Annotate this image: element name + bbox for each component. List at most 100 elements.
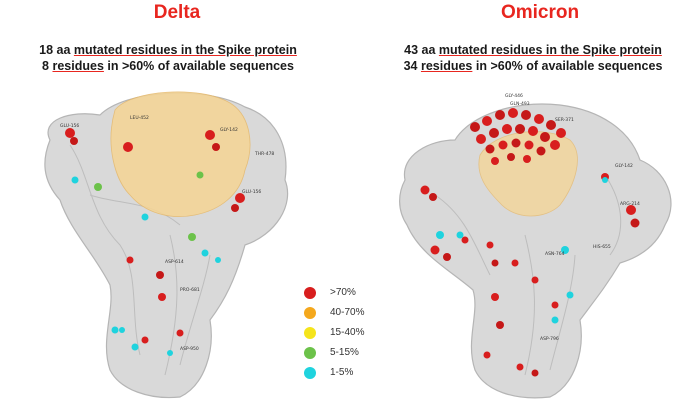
omicron-residue <box>524 140 534 150</box>
omicron-residue-label: SER-371 <box>555 117 574 123</box>
omicron-residue-label: GLN-493 <box>510 101 530 107</box>
omicron-residue <box>485 144 495 154</box>
delta-residue <box>215 257 221 263</box>
delta-residue-label: GLU-156 <box>242 189 261 195</box>
omicron-mutation-count: 43 aa <box>404 43 436 57</box>
omicron-residue <box>536 146 546 156</box>
omicron-residue-label: GLY-446 <box>505 93 523 99</box>
omicron-line-2: 34 residues in >60% of available sequenc… <box>388 58 678 74</box>
delta-residue <box>158 293 166 301</box>
delta-spike-structure: GLU-156 GLY-142 THR-478 GLU-156 LEU-452 … <box>44 91 289 399</box>
omicron-residue <box>482 116 492 126</box>
delta-residue <box>235 193 245 203</box>
delta-title: Delta <box>153 2 201 23</box>
omicron-residue <box>551 316 559 324</box>
legend-item: 5-15% <box>304 345 394 363</box>
delta-residues-word: residues <box>52 59 104 73</box>
delta-mutation-text: mutated residues in the Spike protein <box>73 43 297 57</box>
omicron-residue <box>443 253 451 261</box>
delta-residue-label: THR-478 <box>254 151 274 157</box>
delta-line-2: 8 residues in >60% of available sequence… <box>18 58 318 74</box>
omicron-residue <box>491 259 499 267</box>
omicron-residue <box>483 351 491 359</box>
delta-residue-rest: in >60% of available sequences <box>107 59 294 73</box>
omicron-residue <box>436 231 444 239</box>
omicron-residue-label: ASN-764 <box>545 251 565 257</box>
omicron-residue <box>566 291 574 299</box>
omicron-title: Omicron <box>500 2 580 23</box>
delta-residue <box>65 128 75 138</box>
delta-spike-shading <box>69 144 211 376</box>
legend-item: 15-40% <box>304 325 394 343</box>
omicron-residue <box>498 140 508 150</box>
delta-residue <box>123 142 133 152</box>
omicron-residue <box>489 128 499 138</box>
omicron-spike-structure: GLY-446 GLN-493 SER-371 GLY-142 ARG-214 … <box>399 93 672 399</box>
omicron-residue <box>476 134 486 144</box>
omicron-residue <box>508 108 518 118</box>
delta-residue-label: ASP-614 <box>165 259 184 265</box>
delta-residue <box>196 171 204 179</box>
delta-line-1: 18 aa mutated residues in the Spike prot… <box>18 42 318 58</box>
omicron-residue <box>630 218 640 228</box>
delta-residue <box>188 233 196 241</box>
delta-residue <box>94 183 102 191</box>
omicron-subtitle: 43 aa mutated residues in the Spike prot… <box>388 42 678 74</box>
omicron-residue <box>534 114 544 124</box>
delta-residue-label: PRO-681 <box>180 287 200 293</box>
omicron-residue <box>561 246 569 254</box>
legend-swatch <box>304 327 316 339</box>
frequency-legend: >70% 40-70% 15-40% 5-15% 1-5% <box>304 285 394 385</box>
omicron-residue-label: GLY-142 <box>615 163 633 169</box>
legend-item: 40-70% <box>304 305 394 323</box>
delta-residue <box>156 271 164 279</box>
delta-residue <box>205 130 215 140</box>
omicron-residue <box>523 155 531 163</box>
omicron-residue <box>516 363 524 371</box>
delta-residue <box>212 143 220 151</box>
omicron-residue-label: HIS-655 <box>593 244 611 250</box>
omicron-residue <box>511 138 521 148</box>
legend-swatch <box>304 347 316 359</box>
omicron-spike-shading <box>434 174 622 376</box>
omicron-residue <box>429 193 437 201</box>
legend-item: 1-5% <box>304 365 394 383</box>
omicron-residue-count: 34 <box>403 59 418 73</box>
omicron-residue-label: ASP-796 <box>540 336 559 342</box>
omicron-mutation-text: mutated residues in the Spike protein <box>438 43 662 57</box>
omicron-residue <box>461 236 469 244</box>
omicron-line-1: 43 aa mutated residues in the Spike prot… <box>388 42 678 58</box>
omicron-residue <box>515 124 525 134</box>
delta-residue-label: ASP-950 <box>180 346 199 352</box>
delta-residue-count: 8 <box>42 59 49 73</box>
delta-residue <box>71 176 79 184</box>
delta-subtitle: 18 aa mutated residues in the Spike prot… <box>18 42 318 74</box>
omicron-residue <box>540 132 550 142</box>
omicron-residue <box>420 185 430 195</box>
delta-residue-label: LEU-452 <box>130 115 149 121</box>
delta-rbd-region <box>110 91 251 217</box>
legend-label: 5-15% <box>330 347 359 358</box>
delta-residue <box>176 329 184 337</box>
omicron-residue <box>602 177 608 183</box>
omicron-residue-label: ARG-214 <box>620 201 640 207</box>
delta-residue <box>111 326 119 334</box>
omicron-residue-rest: in >60% of available sequences <box>475 59 663 73</box>
omicron-residue <box>531 369 539 377</box>
omicron-residue <box>511 259 519 267</box>
delta-residue <box>131 343 139 351</box>
omicron-residue <box>556 128 566 138</box>
omicron-residue <box>550 140 560 150</box>
delta-residue <box>141 213 149 221</box>
legend-swatch <box>304 367 316 379</box>
delta-residue <box>167 350 173 356</box>
delta-residue-label: GLU-156 <box>60 123 79 129</box>
delta-residue <box>119 327 125 333</box>
legend-swatch <box>304 287 316 299</box>
legend-label: >70% <box>330 287 356 298</box>
legend-swatch <box>304 307 316 319</box>
delta-residue <box>231 204 239 212</box>
omicron-residue <box>502 124 512 134</box>
omicron-residue <box>470 122 480 132</box>
